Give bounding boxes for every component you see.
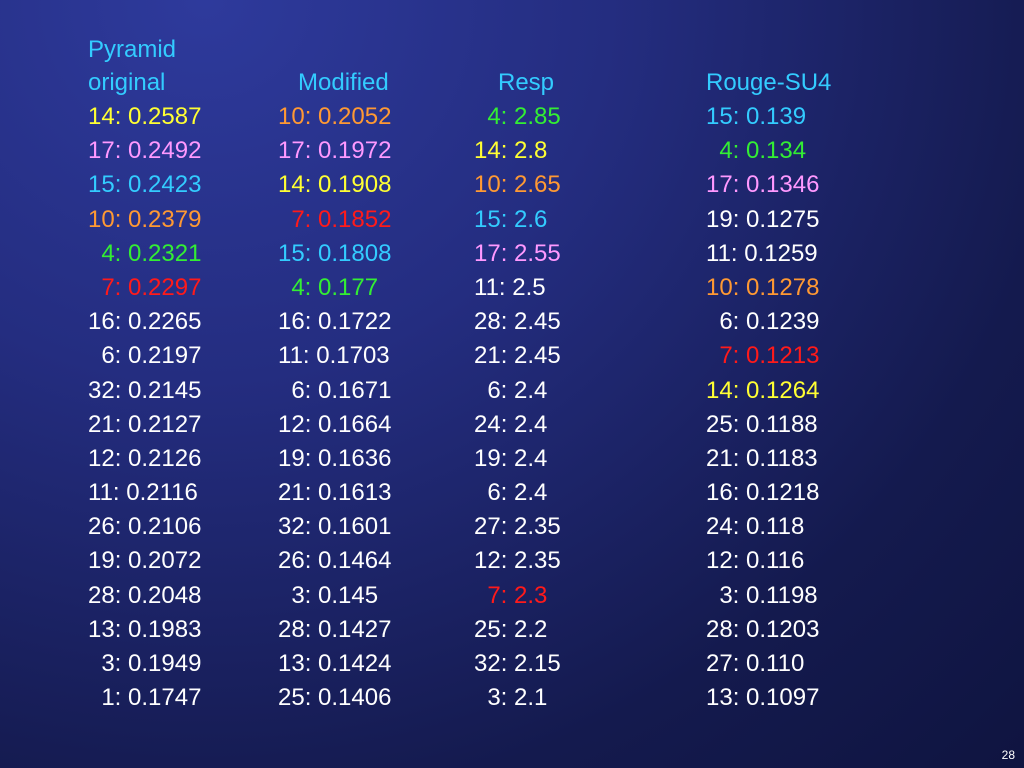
score-cell: 14: 0.1264 <box>706 376 820 404</box>
score-cell: 21: 2.45 <box>474 342 561 370</box>
score-cell: 4: 0.2321 <box>88 239 202 267</box>
score-cell: 3: 2.1 <box>474 684 548 712</box>
score-cell: 12: 0.1664 <box>278 410 392 438</box>
page-number: 28 <box>1001 748 1015 762</box>
score-cell: 25: 0.1406 <box>278 684 392 712</box>
score-cell: 11: 0.1703 <box>278 342 390 370</box>
score-cell: 4: 0.134 <box>706 137 807 165</box>
score-cell: 25: 2.2 <box>474 615 548 643</box>
score-cell: 10: 0.2052 <box>278 103 392 130</box>
column-header: Rouge-SU4 <box>706 69 832 96</box>
score-cell: 11: 0.2116 <box>88 479 198 507</box>
score-cell: 21: 0.2127 <box>88 410 202 438</box>
score-cell: 28: 0.1427 <box>278 615 392 643</box>
score-cell: 19: 0.2072 <box>88 547 202 575</box>
score-cell: 32: 0.2145 <box>88 376 202 404</box>
score-cell: 26: 0.1464 <box>278 547 392 575</box>
score-cell: 7: 0.2297 <box>88 273 202 301</box>
score-cell: 32: 0.1601 <box>278 513 392 541</box>
score-cell: 15: 2.6 <box>474 205 548 233</box>
column-header: Modified <box>298 69 389 96</box>
score-cell: 17: 0.2492 <box>88 137 202 165</box>
score-cell: 10: 0.2379 <box>88 205 202 233</box>
score-cell: 13: 0.1424 <box>278 650 392 677</box>
score-cell: 6: 0.1671 <box>278 376 392 404</box>
score-cell: 15: 0.1808 <box>278 239 392 267</box>
score-cell: 19: 0.1636 <box>278 444 392 472</box>
column-header: original <box>88 69 166 96</box>
score-cell: 10: 0.1278 <box>706 273 820 301</box>
score-cell: 17: 0.1972 <box>278 137 392 165</box>
table-caption: Pyramid <box>88 36 177 63</box>
score-cell: 17: 0.1346 <box>706 171 820 199</box>
score-cell: 19: 0.1275 <box>706 205 820 233</box>
column-2: Resp 4: 2.85 14: 2.8 10: 2.65 15: 2.6 17: 2.… <box>474 68 561 717</box>
score-cell: 28: 2.45 <box>474 308 561 336</box>
score-cell: 11: 0.1259 <box>706 239 818 267</box>
score-cell: 12: 2.35 <box>474 547 561 575</box>
score-cell: 14: 0.2587 <box>88 103 202 130</box>
score-cell: 13: 0.1097 <box>706 684 820 712</box>
score-cell: 4: 0.177 <box>278 273 379 301</box>
score-cell: 1: 0.1747 <box>88 684 202 712</box>
score-cell: 21: 0.1183 <box>706 444 818 472</box>
score-cell: 24: 0.118 <box>706 513 805 541</box>
score-cell: 27: 0.110 <box>706 650 805 677</box>
score-cell: 13: 0.1983 <box>88 615 202 643</box>
score-cell: 4: 2.85 <box>474 103 561 130</box>
score-cell: 10: 2.65 <box>474 171 561 199</box>
column-0: original 14: 0.2587 17: 0.2492 15: 0.2423 10… <box>88 68 201 717</box>
score-cell: 21: 0.1613 <box>278 479 392 507</box>
score-cell: 3: 0.1198 <box>706 581 818 609</box>
score-cell: 16: 0.1218 <box>706 479 820 507</box>
score-cell: 6: 0.2197 <box>88 342 202 370</box>
column-header: Resp <box>498 69 555 96</box>
score-cell: 12: 0.2126 <box>88 444 202 472</box>
score-cell: 19: 2.4 <box>474 444 548 472</box>
score-cell: 3: 0.145 <box>278 581 379 609</box>
score-cell: 7: 0.1852 <box>278 205 392 233</box>
score-cell: 6: 2.4 <box>474 376 548 404</box>
column-1: Modified 10: 0.2052 17: 0.1972 14: 0.1908 7… <box>278 68 391 717</box>
score-cell: 3: 0.1949 <box>88 650 202 677</box>
score-cell: 11: 2.5 <box>474 273 546 301</box>
score-cell: 27: 2.35 <box>474 513 561 541</box>
score-cell: 28: 0.2048 <box>88 581 202 609</box>
score-cell: 15: 0.2423 <box>88 171 202 199</box>
column-3: Rouge-SU4 15: 0.139 4: 0.134 17: 0.1346 19:… <box>706 68 831 717</box>
score-cell: 24: 2.4 <box>474 410 548 438</box>
score-cell: 7: 2.3 <box>474 581 548 609</box>
score-cell: 12: 0.116 <box>706 547 805 575</box>
score-cell: 17: 2.55 <box>474 239 561 267</box>
score-cell: 7: 0.1213 <box>706 342 820 370</box>
score-cell: 28: 0.1203 <box>706 615 820 643</box>
score-cell: 14: 2.8 <box>474 137 548 165</box>
score-cell: 26: 0.2106 <box>88 513 202 541</box>
score-cell: 16: 0.1722 <box>278 308 392 336</box>
score-cell: 14: 0.1908 <box>278 171 392 199</box>
score-cell: 16: 0.2265 <box>88 308 202 336</box>
score-cell: 6: 2.4 <box>474 479 548 507</box>
score-cell: 6: 0.1239 <box>706 308 820 336</box>
score-cell: 15: 0.139 <box>706 103 807 130</box>
score-cell: 25: 0.1188 <box>706 410 818 438</box>
score-cell: 32: 2.15 <box>474 650 561 677</box>
